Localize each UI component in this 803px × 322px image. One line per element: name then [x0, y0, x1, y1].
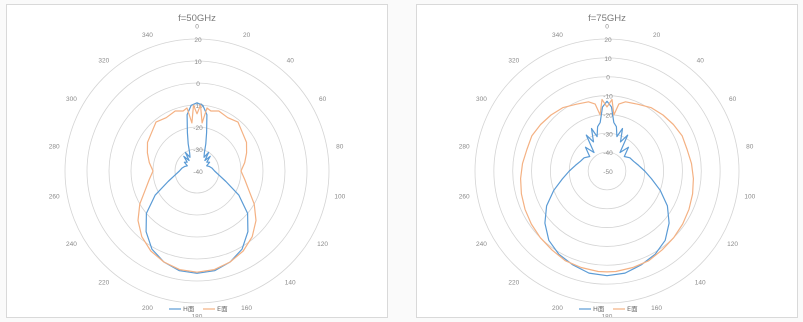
angle-tick-label: 320: [508, 57, 519, 64]
polar-grid: [474, 38, 740, 304]
angle-tick-label: 260: [459, 194, 470, 201]
angle-tick-label: 200: [142, 305, 153, 312]
legend-label: H面: [593, 305, 605, 313]
radial-tick-label: -20: [193, 125, 203, 132]
angle-tick-label: 120: [727, 241, 738, 248]
angle-tick-label: 60: [319, 96, 327, 103]
angle-tick-label: 200: [552, 305, 563, 312]
angle-tick-label: 160: [651, 305, 662, 312]
grid-ring: [493, 57, 721, 285]
angle-tick-label: 180: [192, 314, 203, 318]
series-line-1-e-e9-9d-a2: [520, 98, 694, 273]
angle-tick-label: 280: [459, 143, 470, 150]
angle-tick-label: 240: [66, 241, 77, 248]
angle-tick-label: 340: [142, 32, 153, 39]
angle-tick-label: 280: [49, 143, 60, 150]
angle-tick-label: 20: [653, 32, 661, 39]
series-line-1-h-e9-9d-a2: [544, 100, 670, 277]
grid-ring: [531, 95, 683, 247]
angle-tick-label: 100: [744, 194, 755, 201]
legend-label: H面: [183, 305, 195, 313]
radial-tick-label: -30: [603, 131, 613, 138]
grid-ring: [108, 82, 286, 260]
legend: H面 E面: [579, 305, 638, 313]
radial-tick-label: -40: [193, 169, 203, 176]
grid-ring: [474, 38, 740, 304]
angle-tick-label: 140: [695, 280, 706, 287]
grid-ring: [512, 76, 702, 266]
angle-tick-label: 100: [334, 194, 345, 201]
polar-chart-75ghz: f=75GHz20100-10-20-30-40-500204060801001…: [459, 13, 756, 318]
chart-title: f=75GHz: [588, 13, 626, 24]
angle-tick-label: 180: [602, 314, 613, 318]
angle-tick-label: 220: [98, 280, 109, 287]
radial-tick-label: 20: [604, 37, 612, 44]
grid-ring: [86, 60, 308, 282]
angle-tick-label: 240: [476, 241, 487, 248]
legend: H面 E面: [169, 305, 228, 313]
angle-tick-label: 260: [49, 194, 60, 201]
chart-panel-75ghz: f=75GHz 20 10 0 -10 -20 -30 -40 -50 0 20 40 60 80 100 1…: [416, 4, 798, 318]
radial-tick-label: -40: [603, 150, 613, 157]
radial-tick-label: 20: [194, 37, 202, 44]
radial-tick-label: 10: [194, 59, 202, 66]
angle-tick-label: 300: [476, 96, 487, 103]
chart-title: f=50GHz: [178, 13, 216, 24]
angle-tick-label: 0: [195, 24, 199, 31]
radial-tick-label: -20: [603, 112, 613, 119]
angle-tick-label: 220: [508, 280, 519, 287]
angle-tick-label: 120: [317, 241, 328, 248]
angle-tick-label: 300: [66, 96, 77, 103]
radial-tick-label: -10: [193, 103, 203, 110]
angle-tick-label: 40: [287, 57, 295, 64]
chart-panel-50ghz: f=50GHz 20 10 0 -10 -20 -30 -40 0 20 40 60 80 100 120 1…: [6, 4, 388, 318]
radial-tick-label: 0: [196, 81, 200, 88]
angle-tick-label: 320: [98, 57, 109, 64]
angle-tick-label: 340: [552, 32, 563, 39]
grid-ring: [587, 151, 627, 191]
angle-tick-label: 60: [729, 96, 737, 103]
radial-tick-label: -30: [193, 147, 203, 154]
radial-tick-label: 0: [606, 75, 610, 82]
grid-ring: [174, 148, 220, 194]
angle-tick-label: 40: [697, 57, 705, 64]
angle-tick-label: 80: [746, 143, 754, 150]
radial-tick-label: -10: [603, 94, 613, 101]
legend-label: E面: [217, 305, 228, 313]
angle-tick-label: 160: [241, 305, 252, 312]
angle-tick-label: 80: [336, 143, 344, 150]
angle-tick-label: 0: [605, 24, 609, 31]
series-line-0-e-e9-9d-a2: [137, 104, 257, 273]
angle-tick-label: 20: [243, 32, 251, 39]
series-line-0-h-e9-9d-a2: [145, 102, 249, 274]
angle-tick-label: 140: [285, 280, 296, 287]
grid-ring: [550, 114, 664, 228]
grid-ring: [130, 104, 264, 238]
polar-chart-50ghz: f=50GHz20100-10-20-30-400204060801001201…: [49, 13, 346, 318]
radial-tick-label: -50: [603, 169, 613, 176]
legend-label: E面: [627, 305, 638, 313]
radial-tick-label: 10: [604, 56, 612, 63]
grid-ring: [64, 38, 330, 304]
